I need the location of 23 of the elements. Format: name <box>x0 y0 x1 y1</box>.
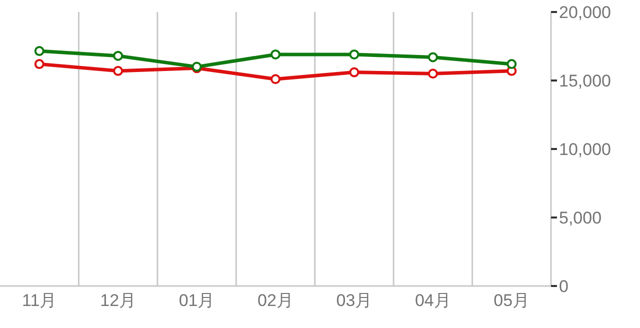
x-tick-label: 05月 <box>494 291 530 310</box>
point <box>270 74 280 84</box>
y-tick-label: 5,000 <box>559 208 602 228</box>
x-tick-label: 11月 <box>22 291 57 310</box>
point <box>428 68 438 79</box>
x-tick-label: 01月 <box>178 291 215 310</box>
y-tick-label: 15,000 <box>559 72 611 91</box>
point <box>270 49 280 60</box>
x-tick-label: 12月 <box>100 291 136 310</box>
point <box>34 46 44 56</box>
y-tick-label: 0 <box>559 277 568 296</box>
point <box>428 52 438 62</box>
y-tick-label: 10,000 <box>559 140 611 160</box>
point <box>34 59 44 70</box>
x-tick-label: 04月 <box>414 291 451 310</box>
point <box>113 66 124 76</box>
x-tick-label: 03月 <box>336 291 372 310</box>
x-tick-label: 02月 <box>258 291 294 310</box>
point <box>113 50 124 61</box>
point <box>506 59 517 70</box>
y-tick-label: 20,000 <box>559 3 611 22</box>
point <box>349 49 360 60</box>
point <box>349 67 360 78</box>
